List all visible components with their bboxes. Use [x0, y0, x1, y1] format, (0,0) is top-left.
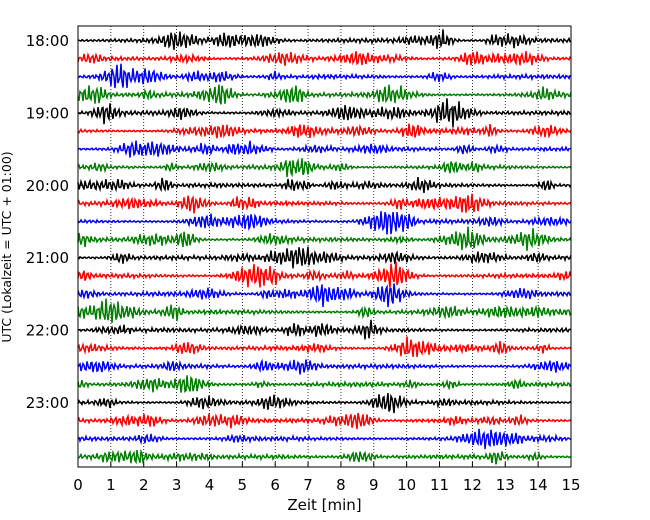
x-tick-label: 8	[336, 476, 346, 494]
trace-line	[77, 448, 572, 465]
trace-line	[77, 84, 572, 105]
trace-line	[77, 29, 572, 50]
trace-line	[77, 336, 572, 358]
y-tick-label: 22:00	[26, 322, 69, 340]
trace-line	[77, 261, 572, 288]
x-tick-label: 4	[205, 476, 215, 494]
trace-line	[77, 211, 572, 235]
trace-line	[77, 246, 572, 269]
x-tick-label: 1	[106, 476, 116, 494]
x-tick-label: 15	[561, 476, 580, 494]
x-axis-label: Zeit [min]	[287, 496, 361, 514]
trace-line	[77, 123, 572, 139]
x-tick-label: 3	[172, 476, 182, 494]
trace-line	[77, 392, 572, 414]
x-tick-label: 11	[430, 476, 449, 494]
x-tick-label: 2	[139, 476, 149, 494]
x-axis-ticks: 0 1 2 3 4 5 6 7 8 9 10 11 12 13 14 15	[73, 462, 581, 494]
trace-line	[77, 176, 572, 193]
y-tick-label: 21:00	[26, 249, 69, 267]
x-tick-label: 10	[397, 476, 416, 494]
y-tick-label: 23:00	[26, 394, 69, 412]
seismic-traces	[77, 29, 572, 465]
x-tick-label: 13	[496, 476, 515, 494]
x-tick-label: 7	[303, 476, 313, 494]
trace-line	[77, 283, 572, 308]
x-tick-label: 9	[369, 476, 379, 494]
y-tick-label: 18:00	[26, 32, 69, 50]
y-tick-label: 20:00	[26, 177, 69, 195]
x-tick-label: 5	[238, 476, 248, 494]
x-tick-label: 6	[270, 476, 280, 494]
trace-line	[77, 98, 572, 128]
trace-line	[77, 226, 572, 251]
y-tick-label: 19:00	[26, 104, 69, 122]
trace-line	[77, 298, 572, 323]
trace-line	[77, 375, 572, 394]
y-axis-ticks: 18:00 19:00 20:00 21:00 22:00 23:00	[26, 32, 83, 412]
trace-line	[77, 358, 572, 375]
x-tick-label: 14	[529, 476, 548, 494]
x-tick-label: 12	[463, 476, 482, 494]
x-tick-label: 0	[73, 476, 83, 494]
trace-line	[77, 319, 572, 340]
trace-line	[77, 428, 572, 450]
trace-line	[77, 412, 572, 430]
trace-line	[77, 193, 572, 214]
trace-line	[77, 157, 572, 178]
plot-frame	[77, 25, 572, 468]
trace-line	[77, 50, 572, 66]
trace-line	[77, 140, 572, 158]
trace-line	[77, 63, 572, 89]
y-axis-label: UTC (Lokalzeit = UTC + 01:00)	[0, 151, 14, 342]
